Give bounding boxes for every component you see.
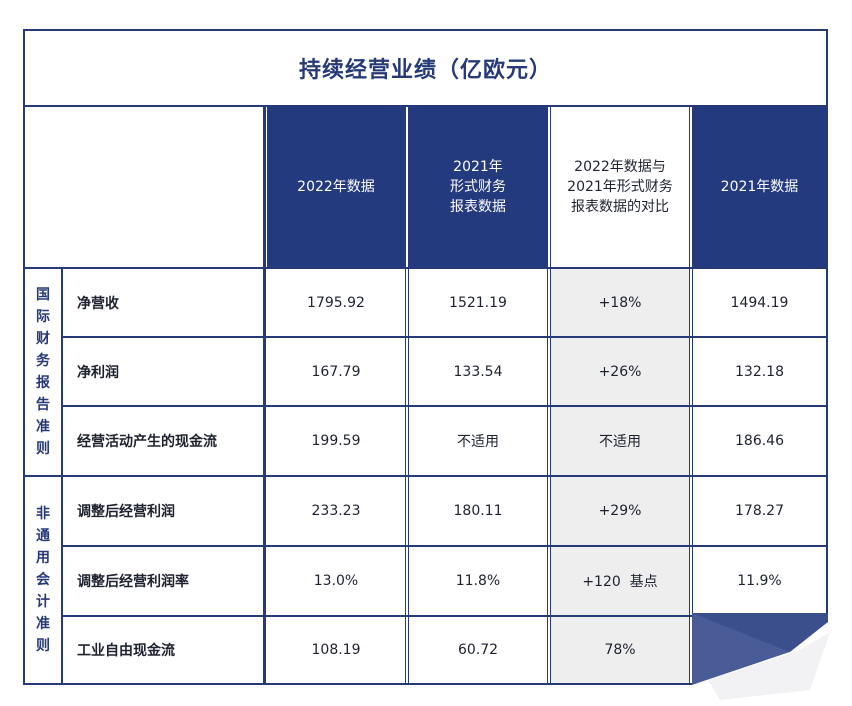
table-title: 持续经营业绩（亿欧元） (298, 58, 552, 83)
table-cell: 108.19 (311, 642, 361, 658)
table-cell: 78% (604, 642, 636, 658)
table-cell: 180.11 (453, 503, 503, 519)
table-cell: +29% (598, 503, 642, 519)
table-cell: 1795.92 (307, 294, 365, 311)
table-cell: 133.54 (453, 363, 503, 380)
grid-line (689, 107, 693, 683)
grid-line (405, 107, 409, 683)
table-cell: 1521.19 (449, 294, 507, 311)
grid-line (25, 475, 826, 477)
table-cell: 233.23 (311, 503, 361, 519)
row-label-net-revenue: 净营收 (77, 295, 119, 312)
table-cell: +18% (598, 294, 642, 311)
table-cell: 不适用 (457, 434, 499, 450)
row-label-adj-operating-profit: 调整后经营利润 (77, 504, 175, 520)
table-cell: 1494.19 (730, 294, 789, 311)
table-cell: 178.27 (735, 503, 784, 519)
col-header-2021-proforma: 2021年 形式财务 报表数据 (409, 107, 547, 267)
table-cell: 60.72 (457, 642, 499, 658)
title-divider (25, 105, 826, 107)
table-cell: 13.0% (313, 573, 359, 589)
table-cell: +120 基点 (582, 574, 658, 590)
grid-line (63, 615, 826, 617)
results-table: 持续经营业绩（亿欧元） 2022年数据 2021年 形式财务 报表数据 2022… (23, 29, 828, 685)
grid-line (263, 107, 265, 683)
table-cell: 186.46 (735, 433, 784, 449)
grid-line (63, 336, 826, 338)
grid-line (63, 405, 826, 407)
col-header-2022: 2022年数据 (267, 107, 405, 267)
table-cell: 167.79 (311, 363, 361, 380)
row-label-adj-operating-margin: 调整后经营利润率 (77, 574, 189, 590)
table-cell: 不适用 (599, 434, 641, 450)
table-cell: 11.9% (737, 573, 782, 589)
col-header-2021: 2021年数据 (693, 107, 826, 267)
table-cell: 11.8% (455, 573, 501, 589)
row-label-industrial-fcf: 工业自由现金流 (77, 643, 175, 659)
row-label-operating-cashflow: 经营活动产生的现金流 (77, 434, 217, 450)
group-ifrs: 国 际 财 务 报 告 准 则 (36, 287, 50, 457)
table-cell: 199.59 (311, 433, 361, 449)
grid-line (25, 267, 826, 269)
grid-line (63, 545, 826, 547)
grid-line (265, 107, 267, 683)
grid-line (547, 107, 551, 683)
table-cell: +26% (598, 363, 642, 380)
table-cell: 132.18 (735, 363, 784, 380)
group-non-gaap: 非 通 用 会 计 准 则 (36, 506, 50, 654)
row-label-net-profit: 净利润 (77, 364, 119, 381)
col-header-comparison: 2022年数据与 2021年形式财务 报表数据的对比 (551, 107, 689, 267)
